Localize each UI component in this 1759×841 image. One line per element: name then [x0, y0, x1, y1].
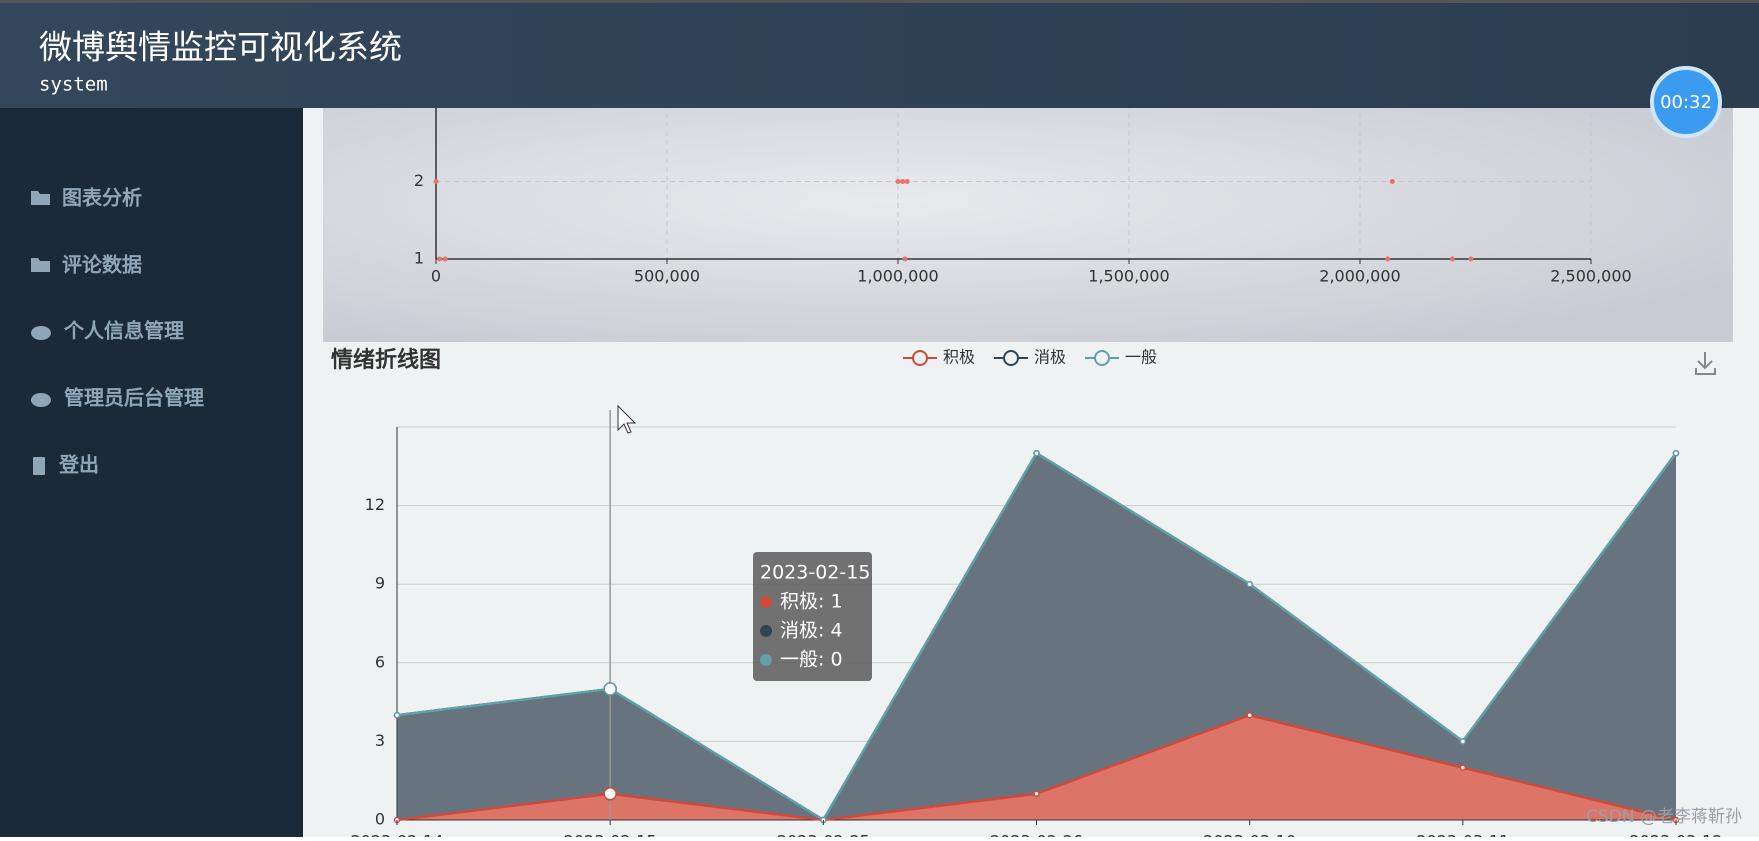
- mouse-cursor: [617, 404, 637, 434]
- legend-label: 一般: [1125, 348, 1157, 367]
- legend-label: 积极: [943, 348, 975, 367]
- tooltip-item: 积极: 1: [780, 591, 843, 613]
- sidebar: [0, 108, 303, 837]
- point: [902, 256, 908, 262]
- point: [1672, 449, 1680, 457]
- point: [900, 179, 906, 184]
- content: 0 500,000 1,000,000 1,500,000 2,000,000 2,500…: [331, 100, 1723, 841]
- y-tick-label: 1: [414, 249, 424, 268]
- download-icon[interactable]: [1695, 352, 1716, 375]
- y-tick-label: 6: [375, 652, 385, 671]
- point: [1468, 256, 1474, 262]
- cloud-icon: [31, 326, 51, 340]
- legend-marker: [1094, 350, 1110, 366]
- x-tick-label: 2023-02-25: [777, 832, 870, 838]
- x-tick-label: 2023-02-26: [990, 832, 1083, 838]
- point: [1033, 449, 1040, 457]
- point: [1033, 790, 1040, 798]
- x-tick-label: 2023-02-15: [564, 832, 657, 838]
- cloud-icon: [31, 393, 51, 407]
- y-tick-label: 9: [375, 574, 385, 593]
- point: [904, 179, 910, 184]
- phone-icon: [33, 457, 45, 475]
- y-tick-label: 0: [375, 810, 385, 829]
- tooltip-item: 一般: 0: [780, 649, 843, 671]
- point: [1459, 764, 1467, 771]
- x-tick-label: 500,000: [634, 267, 700, 286]
- legend-marker: [1003, 350, 1019, 366]
- folder-icon: [31, 258, 50, 272]
- tooltip-dot: [760, 625, 772, 637]
- x-tick-label: 2023-03-11: [1416, 832, 1509, 838]
- point: [1389, 179, 1395, 184]
- x-tick-label: 1,000,000: [857, 267, 938, 286]
- x-tick-label: 1,500,000: [1088, 267, 1169, 286]
- y-tick-label: 12: [365, 495, 385, 514]
- folder-icon: [31, 191, 50, 205]
- menu-item[interactable]: 个人信息管理: [63, 319, 184, 343]
- menu-item[interactable]: 评论数据: [62, 253, 142, 277]
- y-tick-label: 3: [375, 731, 385, 750]
- point: [442, 256, 448, 262]
- legend-marker: [912, 350, 928, 366]
- chart-title: 情绪折线图: [331, 347, 441, 373]
- point: [437, 256, 443, 262]
- tooltip-dot: [760, 596, 772, 608]
- point: [1385, 256, 1391, 262]
- menu-item[interactable]: 管理员后台管理: [64, 386, 204, 410]
- x-tick-label: 0: [431, 267, 441, 286]
- menu-icons: [31, 191, 51, 475]
- watermark: CSDN @老李蒋靳孙: [1586, 807, 1742, 827]
- point: [1246, 580, 1253, 588]
- x-tick-label: 2023-02-14: [351, 832, 444, 838]
- tooltip: [753, 552, 872, 681]
- area: [397, 453, 1676, 820]
- app-title: 微博舆情监控可视化系统: [39, 28, 402, 67]
- point: [433, 179, 439, 184]
- timer[interactable]: [1650, 66, 1722, 138]
- x-tick-label: 2,000,000: [1319, 267, 1400, 286]
- header: [0, 0, 1759, 108]
- tooltip-title: 2023-02-15: [760, 562, 870, 584]
- menu-item[interactable]: 图表分析: [62, 186, 142, 210]
- header-edge: [0, 0, 1759, 3]
- point: [895, 179, 901, 184]
- point: [1449, 256, 1455, 262]
- scatter-panel: [323, 108, 1733, 342]
- point: [1459, 738, 1467, 745]
- point: [393, 711, 401, 719]
- y-tick-label: 2: [414, 171, 424, 190]
- tooltip-dot: [760, 654, 772, 666]
- tooltip-item: 消极: 4: [780, 620, 843, 642]
- x-tick-label: 2,500,000: [1550, 267, 1631, 286]
- timer-text: 00:32: [1660, 92, 1712, 113]
- app-subtitle: system: [39, 74, 108, 96]
- menu-item[interactable]: 登出: [58, 453, 99, 477]
- x-tick-label: 2023-03-12: [1630, 832, 1723, 838]
- point: [603, 682, 617, 696]
- legend-label: 消极: [1034, 348, 1066, 367]
- x-tick-label: 2023-03-10: [1203, 832, 1296, 838]
- point: [603, 787, 617, 801]
- point: [1246, 711, 1253, 719]
